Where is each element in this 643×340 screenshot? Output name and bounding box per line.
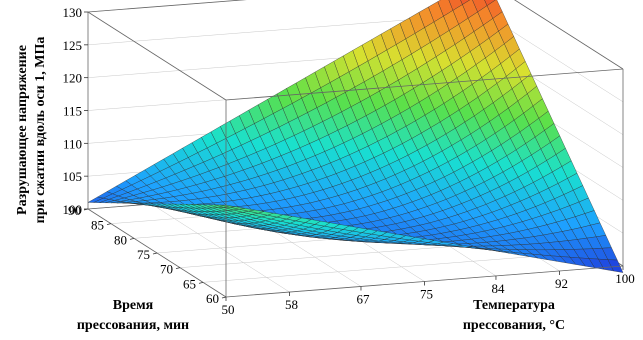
- x-axis-title: Температура прессования, °С: [463, 298, 565, 333]
- z-axis-title-line2: при сжатии вдоль оси 1, МПа: [33, 37, 48, 224]
- z-axis-title-line1: Разрушающее напряжение: [15, 45, 30, 215]
- y-tick-mark: [175, 267, 181, 270]
- y-tick-label: 70: [160, 262, 173, 277]
- x-tick-label: 50: [222, 302, 235, 317]
- x-axis-title-line2: прессования, °С: [463, 318, 565, 333]
- y-tick-mark: [129, 237, 135, 240]
- y-tick-mark: [106, 223, 112, 226]
- y-axis-title-line1: Время: [113, 298, 154, 313]
- box-edge: [514, 0, 624, 70]
- y-tick-mark: [198, 281, 204, 284]
- y-axis-title-line2: прессования, мин: [77, 318, 189, 333]
- z-tick-label: 130: [63, 5, 83, 20]
- x-tick-label: 75: [420, 287, 433, 302]
- y-tick-label: 65: [183, 276, 196, 291]
- x-axis-title-line1: Температура: [473, 298, 555, 313]
- x-tick-label: 84: [492, 281, 506, 296]
- z-tick-label: 120: [63, 71, 83, 86]
- surface-cell: [220, 204, 236, 208]
- y-tick-label: 80: [114, 232, 127, 247]
- box-edge: [225, 68, 624, 101]
- x-tick-label: 67: [357, 292, 371, 307]
- y-tick-label: 60: [206, 291, 219, 306]
- y-tick-mark: [152, 252, 158, 255]
- x-tick-label: 92: [555, 276, 568, 291]
- y-tick-label: 85: [91, 218, 104, 233]
- x-tick-label: 100: [615, 271, 635, 286]
- y-tick-mark: [221, 296, 227, 299]
- z-tick-label: 125: [63, 38, 83, 53]
- y-tick-label: 90: [68, 203, 81, 218]
- z-tick-label: 105: [63, 169, 83, 184]
- z-tick-label: 110: [63, 136, 82, 151]
- box-edge: [87, 11, 227, 101]
- x-tick-label: 58: [285, 297, 298, 312]
- response-surface: [87, 0, 624, 273]
- tick-labels: 50 58 67 75 84 92 1006065707580859010010511011…: [63, 5, 635, 317]
- y-tick-label: 75: [137, 247, 150, 262]
- z-axis-title: Разрушающее напряжение при сжатии вдоль …: [15, 37, 48, 224]
- z-tick-label: 115: [63, 104, 82, 119]
- box-edge: [87, 0, 247, 13]
- y-axis-title: Время прессования, мин: [77, 298, 189, 333]
- z-tick-label: 100: [63, 202, 83, 217]
